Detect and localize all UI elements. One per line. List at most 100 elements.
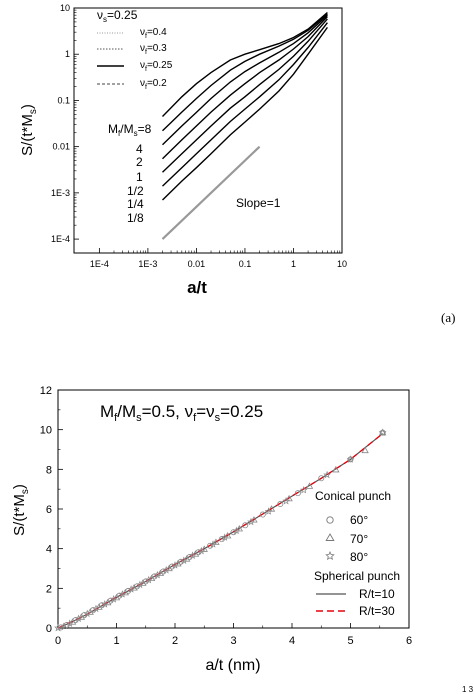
slope-label: Slope=1 [236,196,281,210]
top-chart: 1E-4 1E-3 0.01 0.1 1 10 1E-4 1E-3 0.01 0.1 1 10 Slo… [19,3,455,325]
top-series-line [162,16,328,160]
top-y-tick-label: 1E-3 [51,188,70,198]
marker-star-80 [247,517,256,526]
marker-star-80 [232,526,241,535]
bottom-x-tick-label: 4 [289,635,295,647]
ratio-label-1-8: 1/8 [127,211,144,225]
marker-triangle-70 [147,574,156,582]
marker-star-80 [209,540,218,548]
top-plot-frame [73,7,343,254]
legend-label-nu-f-0.3: νf=0.3 [140,43,167,56]
marker-star-80 [118,590,127,598]
legend-circle-marker [326,516,334,524]
marker-triangle-70 [77,613,86,620]
legend-label-nu-f-0.4: νf=0.4 [140,27,167,40]
ratio-label-8: Mf/Ms=8 [108,122,152,138]
marker-triangle-70 [121,588,129,596]
bottom-x-axis-label: a/t (nm) [205,657,260,674]
marker-star-80 [136,580,144,589]
top-x-tick-label: 0.01 [188,259,206,269]
marker-triangle-70 [95,603,103,610]
marker-star-80 [162,565,171,574]
marker-triangle-70 [86,608,94,615]
marker-triangle-70 [165,564,173,572]
top-series-line [162,22,328,187]
top-x-tick-label: 10 [337,259,347,269]
legend-label-70: 70° [350,532,368,546]
marker-triangle-70 [267,505,276,512]
marker-circle-60 [318,475,325,482]
bottom-x-tick-label: 6 [406,635,412,647]
bottom-y-tick-label: 6 [46,504,52,516]
marker-triangle-70 [378,428,387,436]
spherical-r30-curve [57,433,384,629]
conical-markers [54,428,387,632]
top-series-line [162,14,328,146]
top-series-line [161,11,328,117]
marker-triangle-70 [235,525,244,532]
ratio-label-2: 2 [136,155,143,169]
marker-circle-60 [277,501,284,508]
marker-star-80 [197,546,206,555]
legend-triangle-marker [325,533,335,541]
marker-star-80 [92,604,100,613]
marker-triangle-70 [250,516,258,523]
marker-triangle-70 [200,545,208,552]
marker-triangle-70 [183,555,191,562]
top-x-tick-label: 1E-4 [90,259,109,269]
legend-title-nu-s: νs=0.25 [97,8,138,24]
marker-triangle-70 [60,622,68,630]
legend-label-r30: R/t=30 [359,604,395,618]
top-x-tick-label: 0.1 [239,259,252,269]
spherical-r10-curve [57,433,384,629]
marker-circle-60 [57,624,64,631]
top-x-tick-label: 1 [291,259,296,269]
marker-triangle-70 [112,593,121,601]
marker-star-80 [323,470,332,479]
marker-triangle-70 [139,579,147,586]
ratio-label-1: 1 [136,170,143,184]
bottom-y-tick-label: 2 [46,583,52,595]
marker-triangle-70 [104,598,112,606]
marker-triangle-70 [361,446,369,454]
marker-triangle-70 [305,482,314,489]
marker-star-80 [179,556,188,564]
top-y-tick-label: 1 [65,49,70,59]
marker-triangle-70 [212,538,220,545]
top-x-axis-label: a/t [187,278,207,297]
bottom-y-tick-label: 12 [40,385,52,397]
marker-star-80 [264,507,273,515]
marker-triangle-70 [332,465,340,473]
marker-star-80 [346,455,355,463]
marker-circle-60 [259,511,266,518]
marker-star-80 [100,600,109,608]
top-series-line [162,26,328,201]
marker-star-80 [144,575,153,584]
marker-triangle-70 [191,550,200,557]
marker-triangle-70 [285,494,293,502]
marker-triangle-70 [223,531,232,539]
top-curves [161,11,328,201]
legend-star-marker [325,551,335,561]
marker-star-80 [65,619,74,627]
top-axis-ticks: 1E-4 1E-3 0.01 0.1 1 10 1E-4 1E-3 0.01 0.1 1 10 [51,3,347,269]
bottom-x-tick-label: 3 [230,635,236,647]
bottom-y-tick-label: 8 [46,464,52,476]
legend-label-nu-f-0.25: νf=0.25 [140,60,173,73]
marker-star-80 [83,609,92,618]
page-side-mark: 1 3 [462,685,474,694]
bottom-x-tick-label: 1 [113,635,119,647]
ratio-label-4: 4 [136,142,143,156]
marker-circle-60 [294,490,301,497]
ratio-label-1-4: 1/4 [127,197,144,211]
marker-star-80 [109,595,118,603]
marker-star-80 [299,486,308,494]
bottom-x-tick-label: 0 [55,635,61,647]
marker-star-80 [220,533,229,541]
marker-triangle-70 [174,559,182,567]
bottom-y-tick-label: 0 [46,623,52,635]
top-legend: νs=0.25 νf=0.4 νf=0.3 νf=0.25 νf=0.2 [97,8,173,91]
